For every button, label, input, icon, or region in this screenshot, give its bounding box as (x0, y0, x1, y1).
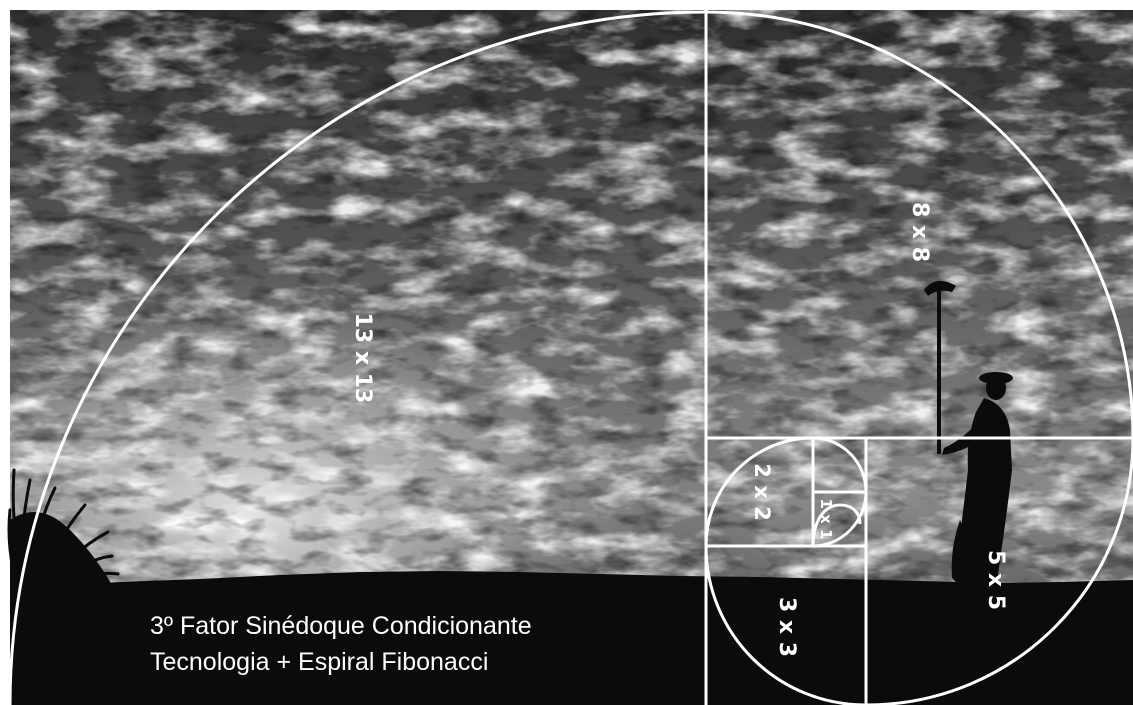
tile-label-2x2: 2 x 2 (750, 463, 774, 520)
tile-label-3x3: 3 x 3 (774, 597, 799, 657)
ground-silhouette (10, 571, 1133, 705)
spiral-arc-1a (812, 436, 868, 493)
spiral-arc-2 (704, 436, 814, 547)
cloud-shadows (10, 10, 1133, 610)
tile-label-13x13: 13 x 13 (350, 313, 375, 404)
photograph (7, 10, 1133, 705)
fibonacci-overlay (8, 10, 1133, 705)
tile-label-8x8: 8 x 8 (907, 202, 932, 262)
grass-mass (10, 512, 112, 592)
caption-line-2: Tecnologia + Espiral Fibonacci (150, 648, 488, 676)
spiral-arc-3 (704, 545, 867, 705)
tile-labels: 13 x 13 8 x 8 5 x 5 3 x 3 2 x 2 1 x 1 (350, 202, 1008, 657)
caption: 3º Fator Sinédoque Condicionante Tecnolo… (150, 612, 532, 676)
spiral-arc-5 (865, 437, 1133, 705)
spiral-arc-1b (812, 491, 868, 548)
tile-label-1x1: 1 x 1 (817, 499, 835, 540)
person-silhouette (924, 280, 1013, 590)
spiral-arc-8 (705, 10, 1133, 439)
spiral-arc-13 (8, 10, 707, 705)
caption-line-1: 3º Fator Sinédoque Condicionante (150, 612, 532, 640)
tile-label-5x5: 5 x 5 (983, 550, 1008, 610)
spiral-arc-inner (811, 503, 862, 547)
